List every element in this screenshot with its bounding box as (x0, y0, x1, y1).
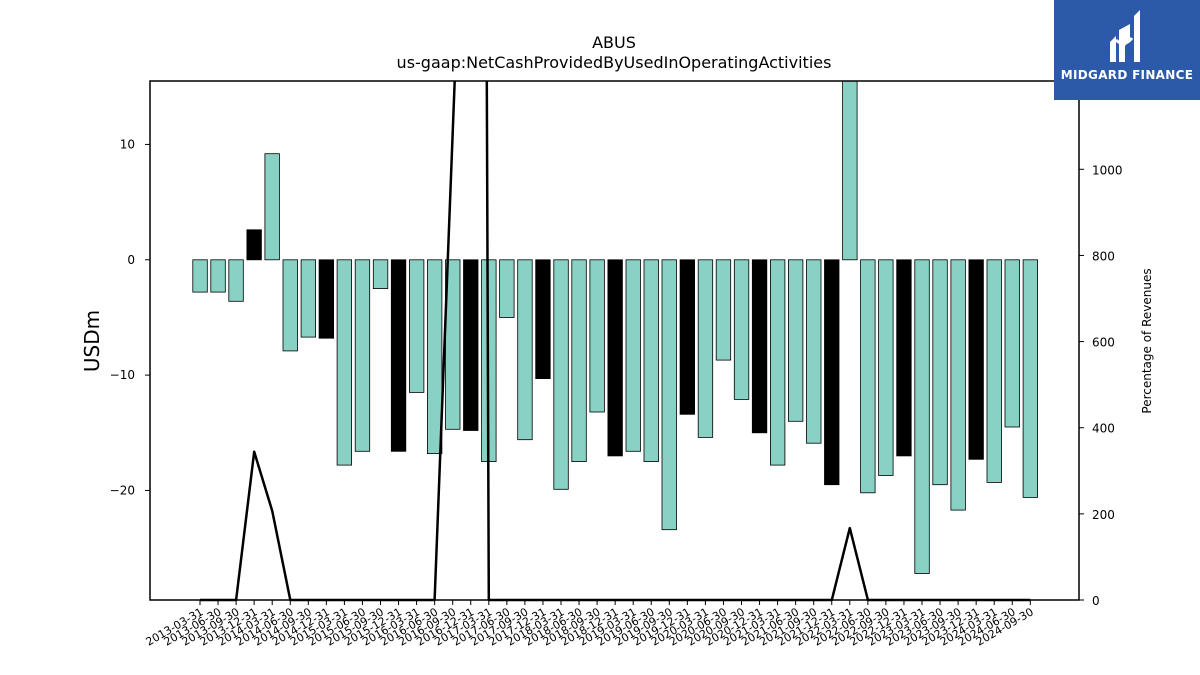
y2-tick-label: 400 (1092, 422, 1115, 436)
bar-2018-06-30 (571, 259, 587, 462)
brand-logo: MIDGARD FINANCE (1054, 0, 1200, 100)
bar-2014-09-30 (300, 259, 317, 338)
bar-2016-12-31 (463, 259, 479, 431)
bar-2015-09-30 (372, 259, 389, 289)
bar-2019-09-30 (661, 259, 677, 531)
bar-2021-09-30 (806, 259, 822, 444)
bar-2023-06-30 (932, 259, 948, 486)
bar-2022-09-30 (878, 259, 894, 476)
bar-2013-09-30 (228, 259, 244, 302)
bar-2019-12-31 (679, 259, 695, 415)
bar-2019-03-31 (625, 259, 641, 452)
y-tick-label: 0 (127, 253, 135, 267)
bar-2022-03-31 (842, 80, 858, 261)
bar-2018-09-30 (589, 259, 605, 413)
bar-2018-12-31 (607, 259, 623, 457)
bar-2014-03-31 (264, 153, 280, 261)
chart-title: ABUS (592, 33, 636, 52)
bar-2015-12-31 (390, 259, 407, 452)
y2-tick-label: 600 (1092, 336, 1115, 350)
bar-2020-03-31 (697, 259, 714, 438)
bar-2020-12-31 (751, 259, 768, 434)
y2-tick-label: 1000 (1092, 163, 1123, 177)
bar-2019-06-30 (643, 259, 659, 462)
bars-group (192, 80, 1038, 574)
bar-2013-12-31 (246, 229, 262, 261)
bar-2016-03-31 (408, 259, 425, 393)
bar-2017-12-31 (535, 259, 551, 379)
bar-2024-09-30 (1022, 259, 1038, 498)
bar-2020-09-30 (733, 259, 750, 400)
bar-2014-12-31 (318, 259, 335, 339)
bar-2024-03-31 (986, 259, 1002, 483)
bar-2018-03-31 (553, 259, 569, 490)
bar-2021-03-31 (770, 259, 786, 466)
bar-2023-12-31 (968, 259, 984, 460)
logo-text: MIDGARD FINANCE (1060, 68, 1194, 82)
bar-2014-06-30 (282, 259, 298, 352)
chart-subtitle: us-gaap:NetCashProvidedByUsedInOperating… (397, 53, 832, 72)
bar-2017-06-30 (499, 259, 515, 318)
bar-2015-06-30 (354, 259, 371, 452)
bar-2017-09-30 (517, 259, 533, 441)
plot-frame (149, 80, 1080, 601)
logo-mark-icon (1054, 0, 1200, 100)
bar-2022-12-31 (896, 259, 912, 457)
bar-2013-03-31 (192, 259, 208, 293)
bar-2020-06-30 (715, 259, 732, 361)
y2-tick-label: 200 (1092, 508, 1115, 522)
y-tick-label: −10 (110, 368, 135, 382)
bar-2022-06-30 (860, 259, 876, 494)
bar-2023-09-30 (950, 259, 966, 511)
y2-axis-label: Percentage of Revenues (1140, 268, 1154, 413)
y-axis-label: USDm (80, 310, 104, 372)
x-axis-ticks: 2013-03-312013-06-302013-09-302013-12-31… (144, 600, 1036, 649)
bar-2021-12-31 (824, 259, 840, 486)
bar-2023-03-31 (914, 259, 930, 574)
y2-tick-label: 800 (1092, 249, 1115, 263)
right-axis-ticks: 0 200 400 600 800 1000 (1079, 163, 1123, 608)
y-tick-label: −20 (110, 483, 135, 497)
y2-tick-label: 0 (1092, 594, 1100, 608)
bar-2016-06-30 (426, 259, 443, 454)
left-axis-ticks: 10 0 −10 −20 (110, 137, 150, 497)
y-tick-label: 10 (120, 137, 135, 151)
bar-2024-06-30 (1004, 259, 1020, 428)
bar-2021-06-30 (788, 259, 804, 422)
bar-2015-03-31 (336, 259, 353, 466)
bar-2013-06-30 (210, 259, 226, 293)
